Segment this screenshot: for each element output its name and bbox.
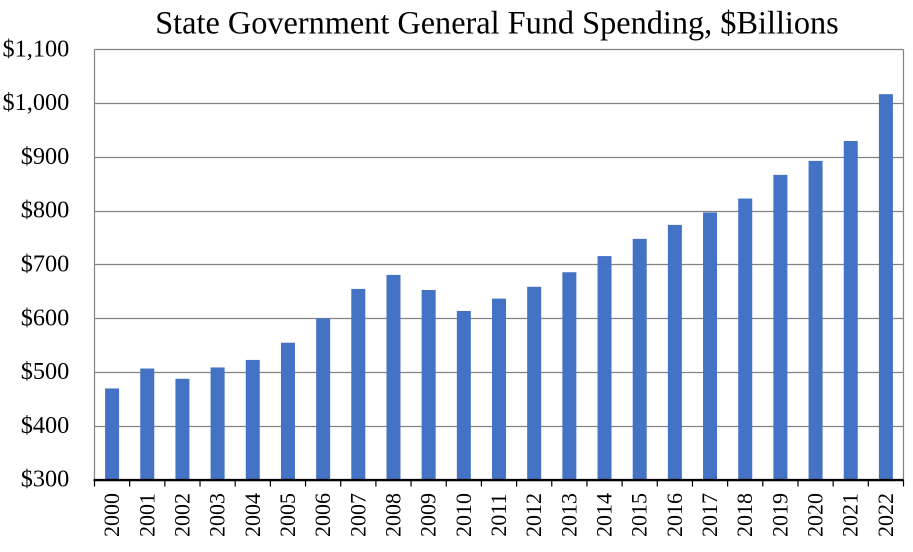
svg-text:$700: $700 (21, 251, 70, 278)
svg-text:2018: 2018 (732, 493, 757, 537)
svg-text:$1,000: $1,000 (2, 89, 69, 116)
svg-text:2007: 2007 (345, 493, 370, 537)
svg-text:2014: 2014 (592, 493, 617, 537)
svg-text:2019: 2019 (767, 493, 792, 537)
svg-text:$600: $600 (21, 304, 70, 331)
svg-text:2006: 2006 (310, 493, 335, 537)
svg-text:2010: 2010 (451, 493, 476, 537)
svg-text:$500: $500 (21, 358, 70, 385)
svg-text:$400: $400 (21, 412, 70, 439)
svg-text:$1,100: $1,100 (2, 35, 69, 62)
svg-text:2009: 2009 (416, 493, 441, 537)
svg-text:2005: 2005 (275, 493, 300, 537)
svg-text:2003: 2003 (205, 493, 230, 537)
svg-text:2011: 2011 (486, 493, 511, 536)
svg-text:2022: 2022 (873, 493, 898, 537)
svg-text:2013: 2013 (556, 493, 581, 537)
svg-text:2008: 2008 (380, 493, 405, 537)
svg-text:State Government General Fund: State Government General Fund Spending, … (155, 5, 839, 41)
svg-text:2001: 2001 (134, 493, 159, 537)
svg-text:2020: 2020 (803, 493, 828, 537)
svg-text:2015: 2015 (627, 493, 652, 537)
svg-text:2017: 2017 (697, 493, 722, 537)
svg-text:2016: 2016 (662, 493, 687, 537)
svg-text:$300: $300 (21, 466, 70, 493)
svg-text:2004: 2004 (240, 493, 265, 537)
svg-text:2000: 2000 (99, 493, 124, 537)
svg-text:2002: 2002 (169, 493, 194, 537)
svg-text:2021: 2021 (838, 493, 863, 537)
svg-text:2012: 2012 (521, 493, 546, 537)
svg-text:$800: $800 (21, 197, 70, 224)
svg-text:$900: $900 (21, 143, 70, 170)
